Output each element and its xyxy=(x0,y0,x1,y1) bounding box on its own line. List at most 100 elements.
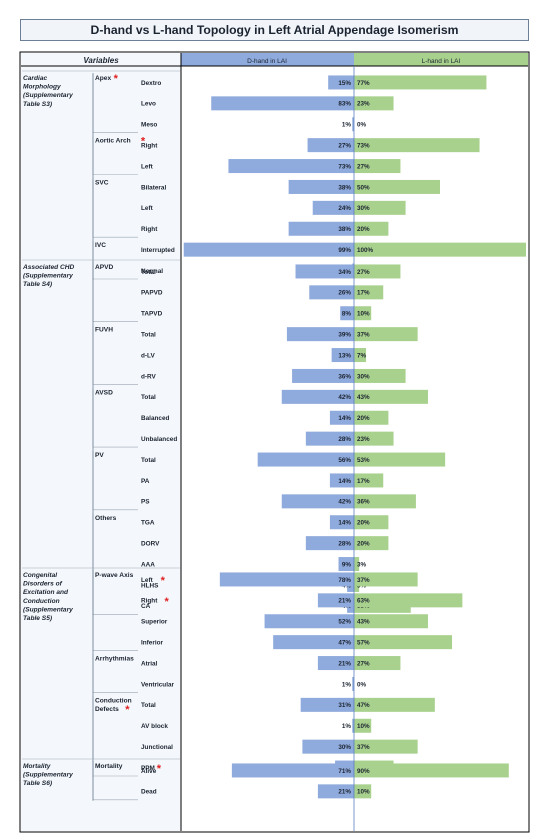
d-hand-bar xyxy=(231,763,354,778)
l-hand-value-label: 43% xyxy=(357,619,370,626)
bars-area: 15% 77% 83% 23% 1% 0% 27% 73% 73% 27% 38% 50% 24% 30%… xyxy=(183,66,526,831)
d-hand-value-label: 28% xyxy=(338,540,351,547)
row-label: Ventricular xyxy=(141,681,175,688)
d-hand-bar xyxy=(288,221,354,236)
section-label: Table S3) xyxy=(23,101,52,108)
d-hand-bar xyxy=(331,348,354,363)
d-hand-value-label: 42% xyxy=(338,499,351,506)
row-label: TAPVD xyxy=(141,311,163,318)
l-hand-value-label: 100% xyxy=(357,247,374,254)
section-label: Excitation and xyxy=(23,589,69,596)
variables-panel-bg xyxy=(21,53,181,831)
d-hand-value-label: 56% xyxy=(338,457,351,464)
l-hand-bar xyxy=(354,515,389,530)
header-l-hand-cell xyxy=(354,53,528,66)
l-hand-value-label: 10% xyxy=(357,723,370,730)
d-hand-value-label: 14% xyxy=(338,520,351,527)
row-label: Junctional xyxy=(141,744,173,751)
l-hand-bar xyxy=(354,572,418,587)
l-hand-value-label: 7% xyxy=(357,352,367,359)
l-hand-value-label: 10% xyxy=(357,789,370,796)
header-d-hand-cell xyxy=(181,53,354,66)
row-label: PAPVD xyxy=(141,290,163,297)
row-label: Unbalanced xyxy=(141,436,177,443)
significance-star: * xyxy=(161,575,166,587)
l-hand-value-label: 0% xyxy=(357,681,367,688)
d-hand-value-label: 42% xyxy=(338,394,351,401)
d-hand-value-label: 21% xyxy=(338,660,351,667)
chart-title-box: D-hand vs L-hand Topology in Left Atrial… xyxy=(20,19,529,41)
row-label: Levo xyxy=(141,101,156,108)
d-hand-bar xyxy=(329,473,354,488)
l-hand-value-label: 27% xyxy=(357,163,370,170)
l-hand-bar xyxy=(354,718,372,733)
l-hand-value-label: 37% xyxy=(357,577,370,584)
d-hand-value-label: 21% xyxy=(338,789,351,796)
d-hand-bar xyxy=(286,327,354,342)
row-label: DORV xyxy=(141,540,160,547)
group-label: SVC xyxy=(95,180,109,187)
significance-star: * xyxy=(141,136,146,148)
group-label: Defects xyxy=(95,706,119,713)
l-hand-bar xyxy=(354,348,367,363)
header-variables-cell xyxy=(21,53,181,66)
section-label: Table S5) xyxy=(23,615,52,622)
d-hand-value-label: 38% xyxy=(338,226,351,233)
row-label: PS xyxy=(141,499,150,506)
row-label: PPM xyxy=(141,765,155,772)
row-label: Right xyxy=(141,598,158,605)
section-label: Mortality xyxy=(23,763,51,770)
group-label: Mortality xyxy=(95,763,123,770)
d-hand-value-label: 99% xyxy=(338,247,351,254)
header-l-hand-label: L-hand in LAI xyxy=(422,58,461,65)
l-hand-value-label: 17% xyxy=(357,478,370,485)
d-hand-value-label: 9% xyxy=(342,561,352,568)
d-hand-value-label: 30% xyxy=(338,744,351,751)
l-hand-bar xyxy=(354,138,480,153)
row-label: Dead xyxy=(141,789,157,796)
d-hand-bar xyxy=(309,285,354,300)
row-label: d-RV xyxy=(141,373,157,380)
header-d-hand-label: D-hand in LAI xyxy=(247,58,287,65)
l-hand-value-label: 36% xyxy=(357,499,370,506)
l-hand-bar xyxy=(354,285,384,300)
d-hand-value-label: 71% xyxy=(338,768,351,775)
d-hand-bar xyxy=(264,614,354,629)
d-hand-value-label: 1% xyxy=(342,723,352,730)
group-label: Apex xyxy=(95,75,111,82)
row-label: CA xyxy=(141,603,151,610)
d-hand-bar xyxy=(257,452,354,467)
group-label: AVSD xyxy=(95,389,113,396)
d-hand-bar xyxy=(305,431,354,446)
d-hand-value-label: 14% xyxy=(338,478,351,485)
l-hand-value-label: 30% xyxy=(357,205,370,212)
l-hand-value-label: 17% xyxy=(357,290,370,297)
row-label: Interrupted xyxy=(141,247,175,254)
l-hand-bar xyxy=(354,159,401,174)
d-hand-bar xyxy=(288,179,354,194)
d-hand-value-label: 13% xyxy=(338,352,351,359)
l-hand-value-label: 30% xyxy=(357,373,370,380)
l-hand-bar xyxy=(354,494,416,509)
section-label: Associated CHD xyxy=(22,264,75,271)
l-hand-bar xyxy=(354,242,526,257)
row-label: Left xyxy=(141,163,154,170)
l-hand-bar xyxy=(354,784,372,799)
row-label: Normal xyxy=(141,268,163,275)
d-hand-bar xyxy=(302,739,354,754)
l-hand-value-label: 10% xyxy=(357,311,370,318)
d-hand-bar xyxy=(300,697,354,712)
l-hand-bar xyxy=(354,536,389,551)
d-hand-bar xyxy=(317,656,354,671)
section-label: Morphology xyxy=(23,84,61,91)
row-label: HLHS xyxy=(141,582,159,589)
section-label: Disorders of xyxy=(23,581,63,588)
d-hand-value-label: 24% xyxy=(338,205,351,212)
l-hand-value-label: 23% xyxy=(357,436,370,443)
d-hand-bar xyxy=(317,784,354,799)
l-hand-value-label: 90% xyxy=(357,768,370,775)
group-label: Aortic Arch xyxy=(95,138,131,145)
d-hand-bar xyxy=(273,635,354,650)
